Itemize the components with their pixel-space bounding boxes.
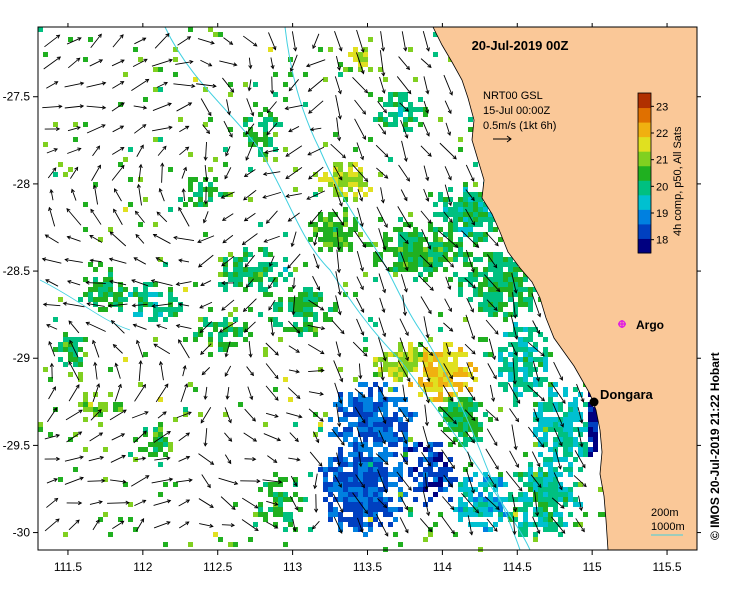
y-tick-label: -29 xyxy=(13,351,31,365)
sst-pixels xyxy=(38,27,608,552)
colorbar-swatch xyxy=(638,194,651,210)
isobaths xyxy=(39,26,531,551)
isobath-legend-200m: 200m xyxy=(651,507,679,519)
colorbar-swatch xyxy=(638,223,651,239)
x-tick-label: 114 xyxy=(433,560,452,574)
x-tick-label: 112.5 xyxy=(203,560,232,574)
colorbar-swatch xyxy=(638,180,651,196)
colorbar-swatch xyxy=(638,151,651,167)
isobath-200m xyxy=(284,26,521,551)
x-tick-label: 114.5 xyxy=(503,560,532,574)
colorbar-swatch xyxy=(638,136,651,152)
vector-note-line1: NRT00 GSL xyxy=(483,90,543,102)
x-tick-label: 113 xyxy=(283,560,302,574)
colorbar-tick-label: 22 xyxy=(656,128,668,140)
argo-label: Argo xyxy=(636,318,664,332)
colorbar-swatch xyxy=(638,107,651,123)
colorbar-swatch xyxy=(638,122,651,138)
y-tick-label: -28.5 xyxy=(3,264,31,278)
colorbar-swatch xyxy=(638,238,651,254)
place-dongara: Dongara xyxy=(589,387,654,407)
map-title: 20-Jul-2019 00Z xyxy=(472,38,569,53)
current-vectors xyxy=(41,29,587,537)
isobath-offshore xyxy=(39,279,131,331)
y-tick-label: -29.5 xyxy=(3,438,31,452)
x-tick-label: 115.5 xyxy=(652,560,681,574)
isobath-legend-1000m: 1000m xyxy=(651,521,685,533)
x-tick-label: 115 xyxy=(583,560,602,574)
colorbar: 23 22 21 20 19 18 xyxy=(637,92,668,254)
y-tick-label: -28 xyxy=(13,177,31,191)
copyright-text: © IMOS 20-Jul-2019 21:22 Hobart xyxy=(708,352,722,540)
dongara-dot-icon xyxy=(589,397,599,407)
colorbar-title-text: 4h comp, p50, All Sats xyxy=(672,126,684,236)
colorbar-swatch xyxy=(638,93,651,109)
y-tick-label: -30 xyxy=(13,526,31,540)
colorbar-swatch xyxy=(638,165,651,181)
vector-note: NRT00 GSL 15-Jul 00:00Z 0.5m/s (1kt 6h) xyxy=(483,90,556,143)
vector-note-line3: 0.5m/s (1kt 6h) xyxy=(483,120,556,132)
isobath-1000m xyxy=(164,26,531,551)
colorbar-tick-label: 20 xyxy=(656,181,668,193)
x-tick-label: 111.5 xyxy=(54,560,83,574)
colorbar-tick-label: 23 xyxy=(656,101,668,113)
x-tick-label: 112 xyxy=(133,560,152,574)
land-area xyxy=(432,26,698,551)
colorbar-tick-label: 18 xyxy=(656,235,668,247)
argo-asterisk-icon xyxy=(618,320,626,328)
isobath-legend: 200m 1000m xyxy=(651,507,685,536)
dongara-label: Dongara xyxy=(600,387,654,402)
y-tick-label: -27.5 xyxy=(3,90,31,104)
land xyxy=(432,26,698,551)
vector-note-line2: 15-Jul 00:00Z xyxy=(483,105,551,117)
colorbar-tick-label: 19 xyxy=(656,208,668,220)
reference-arrow-icon xyxy=(493,135,512,143)
x-tick-label: 113.5 xyxy=(353,560,382,574)
place-argo: Argo xyxy=(618,318,664,332)
colorbar-tick-label: 21 xyxy=(656,155,668,167)
axis-ticks: 111.5 112 112.5 113 113.5 114 114.5 115 115.5 -27… xyxy=(3,23,701,574)
colorbar-swatch xyxy=(638,209,651,225)
